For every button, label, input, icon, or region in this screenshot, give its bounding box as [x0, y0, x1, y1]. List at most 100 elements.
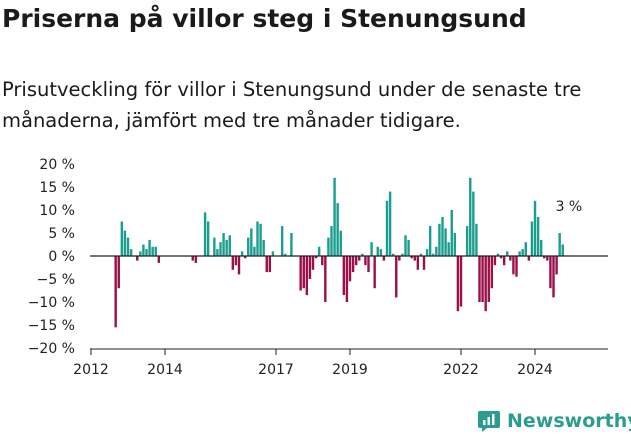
bar: [336, 203, 339, 256]
bar: [342, 256, 346, 296]
bar: [487, 256, 490, 302]
bar: [333, 177, 336, 256]
bar: [428, 226, 432, 256]
x-tick-label: 2014: [147, 362, 183, 378]
bar: [509, 256, 512, 261]
bar: [117, 256, 120, 289]
bar: [284, 253, 287, 256]
bar: [543, 256, 546, 259]
bar: [385, 200, 389, 256]
bar: [234, 256, 238, 266]
bar: [139, 251, 142, 256]
bar: [398, 256, 401, 261]
bar: [484, 256, 487, 312]
bar: [527, 256, 531, 261]
bar: [126, 237, 130, 256]
y-tick-label: −10 %: [28, 295, 75, 311]
bar: [388, 191, 392, 256]
bar: [321, 256, 324, 266]
bar: [382, 256, 386, 261]
bar: [416, 256, 420, 270]
bar: [191, 256, 194, 261]
bar: [308, 256, 312, 279]
bar: [395, 256, 398, 298]
bar: [419, 253, 423, 256]
bar: [151, 246, 154, 256]
bar: [305, 256, 309, 296]
bar: [225, 239, 228, 256]
bar: [154, 246, 157, 256]
bar: [351, 256, 355, 273]
bar: [481, 256, 484, 302]
bar: [499, 256, 503, 259]
bar: [148, 239, 151, 256]
bar: [515, 256, 518, 277]
bar: [324, 256, 327, 302]
y-tick-label: 20 %: [39, 157, 75, 173]
bar: [422, 256, 426, 270]
newsworthy-logo[interactable]: Newsworthy: [477, 409, 631, 433]
bar: [250, 228, 253, 256]
bar: [478, 256, 481, 302]
bar: [262, 239, 265, 256]
newsworthy-logo-icon: [478, 411, 500, 432]
bar: [413, 256, 416, 261]
bar: [129, 249, 133, 256]
bar: [453, 233, 457, 256]
bar: [459, 256, 463, 307]
bar: [373, 256, 376, 289]
bar: [247, 237, 250, 256]
bar: [219, 242, 222, 256]
bar: [539, 239, 543, 256]
bar: [348, 256, 352, 282]
bar: [203, 212, 207, 256]
x-axis: 2012 2014 2017 2019 2022 2024: [73, 349, 553, 378]
bar: [401, 253, 404, 256]
chart-title: Priserna på villor steg i Stenungsund: [2, 4, 527, 33]
bar: [450, 210, 453, 256]
y-tick-label: 5 %: [48, 226, 75, 242]
bar: [240, 251, 244, 256]
bar: [410, 256, 413, 259]
bar: [391, 253, 395, 256]
bar: [444, 228, 447, 256]
bar: [549, 256, 552, 289]
bar: [317, 246, 321, 256]
y-axis: 20 % 15 % 10 % 5 % 0 % −5 % −10 % −15 % −20 %: [28, 157, 75, 357]
y-tick-label: 10 %: [39, 203, 75, 219]
bar: [555, 256, 558, 275]
bar: [364, 256, 367, 266]
logo-text: Newsworthy: [507, 410, 631, 432]
x-tick-label: 2022: [443, 362, 479, 378]
bar: [339, 230, 342, 256]
bar: [472, 191, 475, 256]
bar: [256, 221, 259, 256]
bar: [521, 249, 524, 256]
bar: [367, 256, 370, 273]
bar: [370, 242, 373, 256]
bar: [237, 256, 241, 275]
bar: [536, 216, 540, 256]
bar: [302, 256, 305, 289]
bar: [490, 256, 494, 289]
bar: [228, 235, 231, 256]
bar: [561, 244, 564, 256]
bar: [530, 221, 534, 256]
bar: [290, 233, 293, 256]
bar: [354, 256, 358, 266]
bar: [216, 249, 219, 256]
bar: [475, 223, 478, 256]
bar: [253, 246, 256, 256]
bar: [512, 256, 515, 275]
bar: [376, 246, 379, 256]
latest-value-annotation: 3 %: [556, 199, 583, 215]
y-tick-label: −5 %: [37, 272, 75, 288]
bar: [496, 253, 500, 256]
bar: [222, 233, 225, 256]
bar: [546, 256, 549, 261]
bar: [456, 256, 460, 312]
bar: [469, 177, 472, 256]
bar: [123, 230, 127, 256]
bar: [280, 226, 284, 256]
